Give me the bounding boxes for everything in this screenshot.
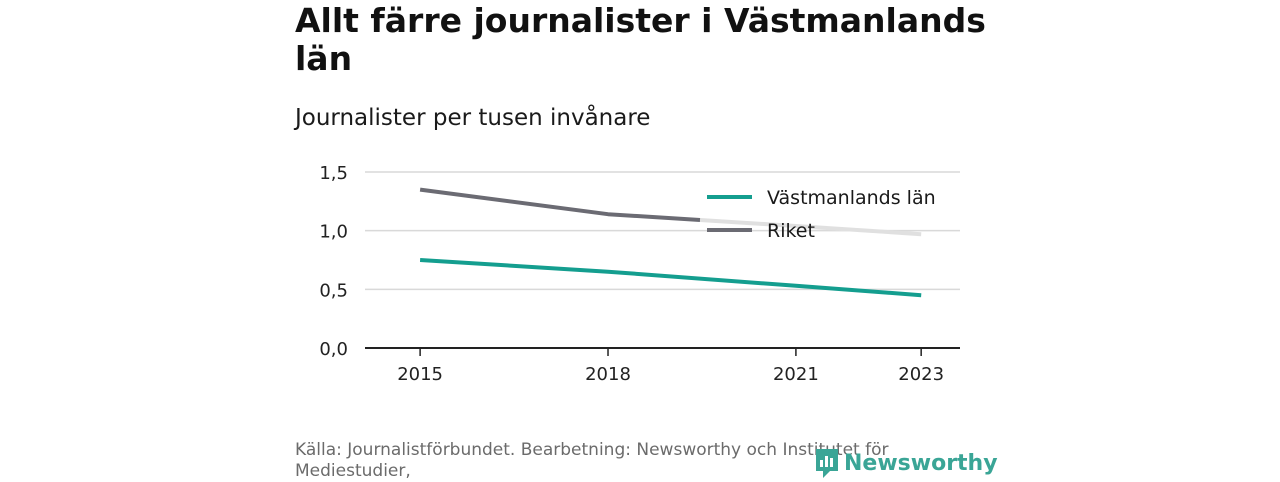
source-note: Källa: Journalistförbundet. Bearbetning:…	[295, 440, 889, 481]
x-tick-label: 2015	[397, 364, 443, 385]
legend-label-riket: Riket	[767, 220, 815, 242]
series-line-vastmanland	[419, 258, 922, 298]
chart-subtitle: Journalister per tusen invånare	[295, 105, 651, 131]
newsworthy-logo-text: Newsworthy	[844, 450, 998, 476]
x-tick-label: 2021	[773, 364, 819, 385]
x-tick-label: 2023	[898, 364, 944, 385]
x-axis-ticks: 2015 2018 2021 2023	[397, 348, 944, 385]
y-axis-ticks: 0,0 0,5 1,0 1,5	[319, 163, 348, 360]
x-tick-label: 2018	[585, 364, 631, 385]
y-tick-label: 0,0	[319, 339, 348, 360]
newsworthy-logo[interactable]: Newsworthy	[814, 446, 998, 480]
legend-label-vastmanland: Västmanlands län	[767, 187, 936, 209]
series-lines	[419, 187, 922, 298]
series-line-riket	[419, 187, 701, 222]
newsworthy-logo-icon	[816, 449, 838, 478]
series-line-riket-faded	[699, 218, 922, 237]
y-tick-label: 0,5	[319, 280, 348, 301]
legend: Västmanlands län Riket	[707, 187, 936, 242]
y-tick-label: 1,5	[319, 163, 348, 184]
chart-title: Allt färre journalister i Västmanlands l…	[295, 1, 986, 78]
y-tick-label: 1,0	[319, 222, 348, 243]
line-chart: 0,0 0,5 1,0 1,5 2015 2018 2021 2023 Västmanlan…	[319, 163, 960, 385]
